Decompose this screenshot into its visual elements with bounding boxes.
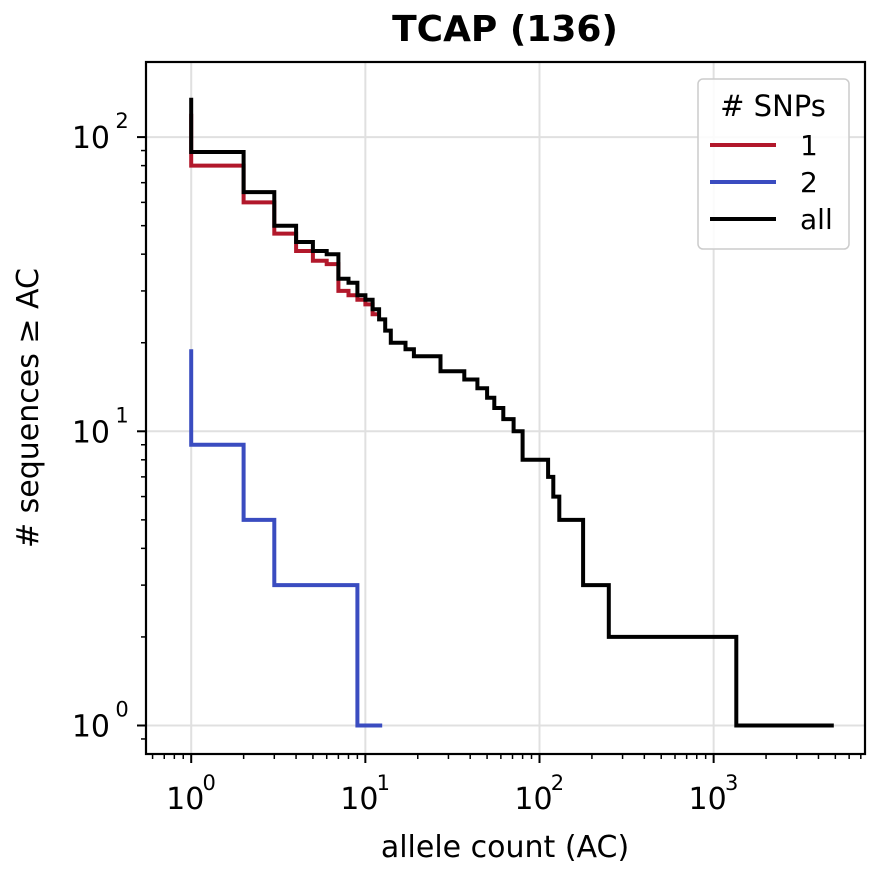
y-tick-label: 10	[72, 415, 110, 450]
legend-box	[697, 78, 850, 250]
y-tick-exponent: 1	[115, 403, 128, 427]
x-tick-label: 10	[514, 782, 552, 817]
series-line-2	[189, 349, 383, 728]
ticks	[137, 136, 862, 763]
legend: # SNPs 1 2 all	[697, 78, 850, 250]
legend-entries: 1 2 all	[710, 129, 833, 236]
legend-label-1: 1	[800, 129, 818, 162]
legend-label-all: all	[800, 203, 833, 236]
y-tick-label: 10	[72, 709, 110, 744]
x-tick-exponent: 2	[551, 771, 564, 795]
x-tick-exponent: 3	[725, 771, 738, 795]
x-tick-label: 10	[166, 782, 204, 817]
series-line-all	[189, 97, 834, 728]
plot-frame	[144, 60, 867, 756]
x-tick-label: 10	[689, 782, 727, 817]
x-tick-label: 10	[340, 782, 378, 817]
x-axis-label: allele count (AC)	[381, 830, 629, 865]
x-tick-exponent: 1	[377, 771, 390, 795]
x-tick-exponent: 0	[203, 771, 216, 795]
legend-title: # SNPs	[720, 89, 826, 123]
y-tick-exponent: 0	[115, 697, 128, 721]
legend-label-2: 2	[800, 166, 818, 199]
y-tick-label: 10	[72, 121, 110, 156]
y-axis-label: # sequences ≥ AC	[11, 268, 46, 548]
y-tick-exponent: 2	[115, 109, 128, 133]
chart-title: TCAP (136)	[392, 9, 618, 50]
series-layer	[189, 97, 834, 728]
